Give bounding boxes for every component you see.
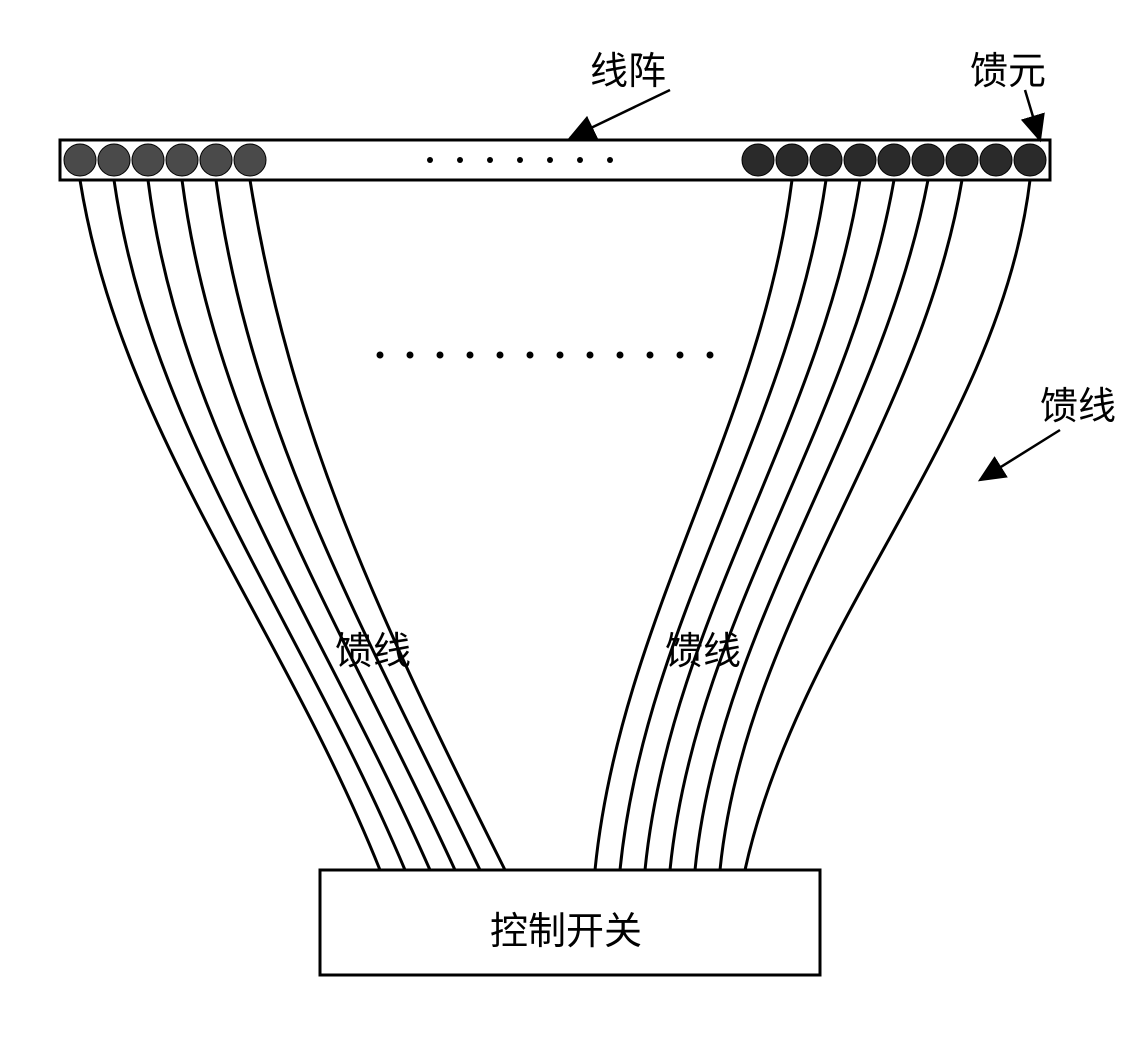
label-feeder-left: 馈线: [335, 620, 411, 675]
label-feeder-right: 馈线: [1040, 375, 1116, 430]
label-feed-element: 馈元: [970, 40, 1046, 95]
label-feeder-right-mid: 馈线: [665, 620, 741, 675]
label-line-array: 线阵: [590, 40, 666, 95]
label-control-switch: 控制开关: [490, 900, 642, 955]
diagram-canvas: [0, 0, 1147, 1055]
